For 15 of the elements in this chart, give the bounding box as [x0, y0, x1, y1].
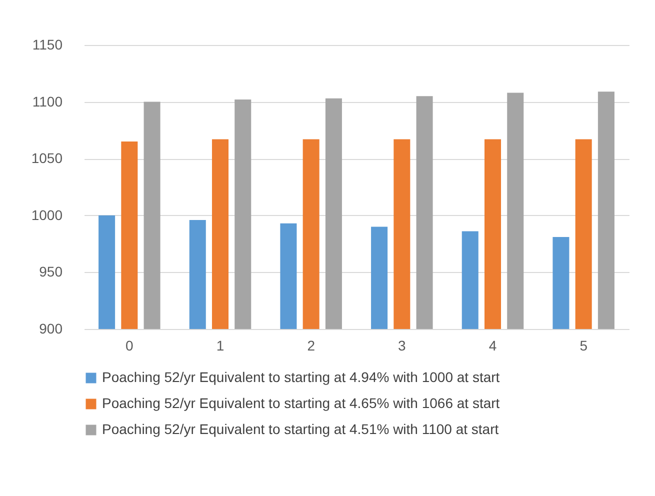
- x-tick-label: 2: [307, 338, 316, 354]
- y-tick-label: 1000: [31, 206, 63, 223]
- legend-label: Poaching 52/yr Equivalent to starting at 4.94% with 1000 at start: [102, 369, 500, 385]
- x-tick-label: 5: [580, 338, 588, 354]
- x-tick-label: 4: [488, 338, 497, 354]
- y-tick-label: 1100: [32, 93, 63, 110]
- x-tick-label: 3: [398, 338, 406, 354]
- y-tick-label: 950: [39, 264, 63, 280]
- y-tick-label: 900: [39, 320, 63, 336]
- y-tick-label: 1050: [31, 150, 63, 166]
- x-tick-label: 1: [216, 338, 224, 354]
- legend-label: Poaching 52/yr Equivalent to starting at 4.51% with 1100 at start: [102, 421, 499, 437]
- y-tick-label: 1150: [32, 36, 63, 52]
- legend-label: Poaching 52/yr Equivalent to starting at 4.65% with 1066 at start: [102, 395, 500, 411]
- x-tick-label: 0: [126, 338, 134, 354]
